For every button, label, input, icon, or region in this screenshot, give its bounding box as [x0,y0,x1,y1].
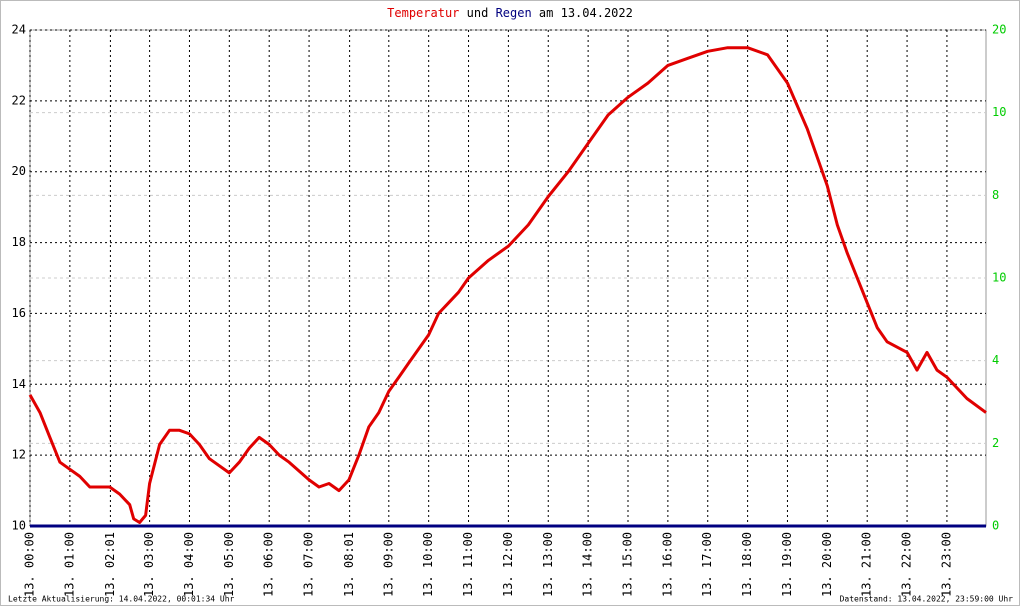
x-tick-label: 13. 06:00 [262,532,276,597]
x-tick-label: 13. 08:01 [342,532,356,597]
series-line [28,46,987,524]
y2-tick-label: 10 [992,105,1006,119]
y2-tick-label: 2 [992,436,999,450]
title-rain: Regen [496,6,532,20]
x-tick-label: 13. 23:00 [939,532,953,597]
y-tick-label: 14 [12,377,26,391]
y-tick-label: 12 [12,448,26,462]
x-tick-label: 13. 04:00 [182,532,196,597]
footer-left: Letzte Aktualisierung: 14.04.2022, 00:01… [8,595,235,604]
y2-tick-label: 0 [992,519,999,533]
title-connector: und [467,6,489,20]
y-tick-label: 24 [12,23,26,37]
footer-right: Datenstand: 13.04.2022, 23:59:00 Uhr [840,595,1014,604]
x-tick-label: 13. 20:00 [820,532,834,597]
x-tick-label: 13. 02:01 [103,532,117,597]
y-tick-label: 20 [12,164,26,178]
y-tick-label: 18 [12,235,26,249]
title-suffix: am 13.04.2022 [539,6,633,20]
x-tick-label: 13. 18:00 [740,532,754,597]
x-tick-label: 13. 11:00 [461,532,475,597]
y-tick-label: 10 [12,519,26,533]
x-tick-label: 13. 03:00 [142,532,156,597]
x-tick-label: 13. 13:00 [541,532,555,597]
y-tick-label: 16 [12,306,26,320]
x-tick-label: 13. 07:00 [302,532,316,597]
x-tick-label: 13. 14:00 [581,532,595,597]
x-tick-label: 13. 09:00 [381,532,395,597]
y2-tick-label: 20 [992,23,1006,37]
x-tick-label: 13. 12:00 [501,532,515,597]
x-tick-label: 13. 15:00 [620,532,634,597]
y2-tick-label: 4 [992,353,999,367]
x-tick-label: 13. 17:00 [700,532,714,597]
x-tick-label: 13. 00:00 [23,532,37,597]
x-tick-label: 13. 10:00 [421,532,435,597]
y-tick-label: 22 [12,93,26,107]
y2-tick-label: 8 [992,188,999,202]
x-tick-label: 13. 16:00 [660,532,674,597]
x-tick-label: 13. 01:00 [62,532,76,597]
x-tick-label: 13. 21:00 [860,532,874,597]
title-temp: Temperatur [387,6,459,20]
y2-tick-label: 10 [992,271,1006,285]
x-tick-label: 13. 22:00 [900,532,914,597]
x-tick-label: 13. 05:00 [222,532,236,597]
x-tick-label: 13. 19:00 [780,532,794,597]
chart-title: Temperatur und Regen am 13.04.2022 [387,6,633,20]
